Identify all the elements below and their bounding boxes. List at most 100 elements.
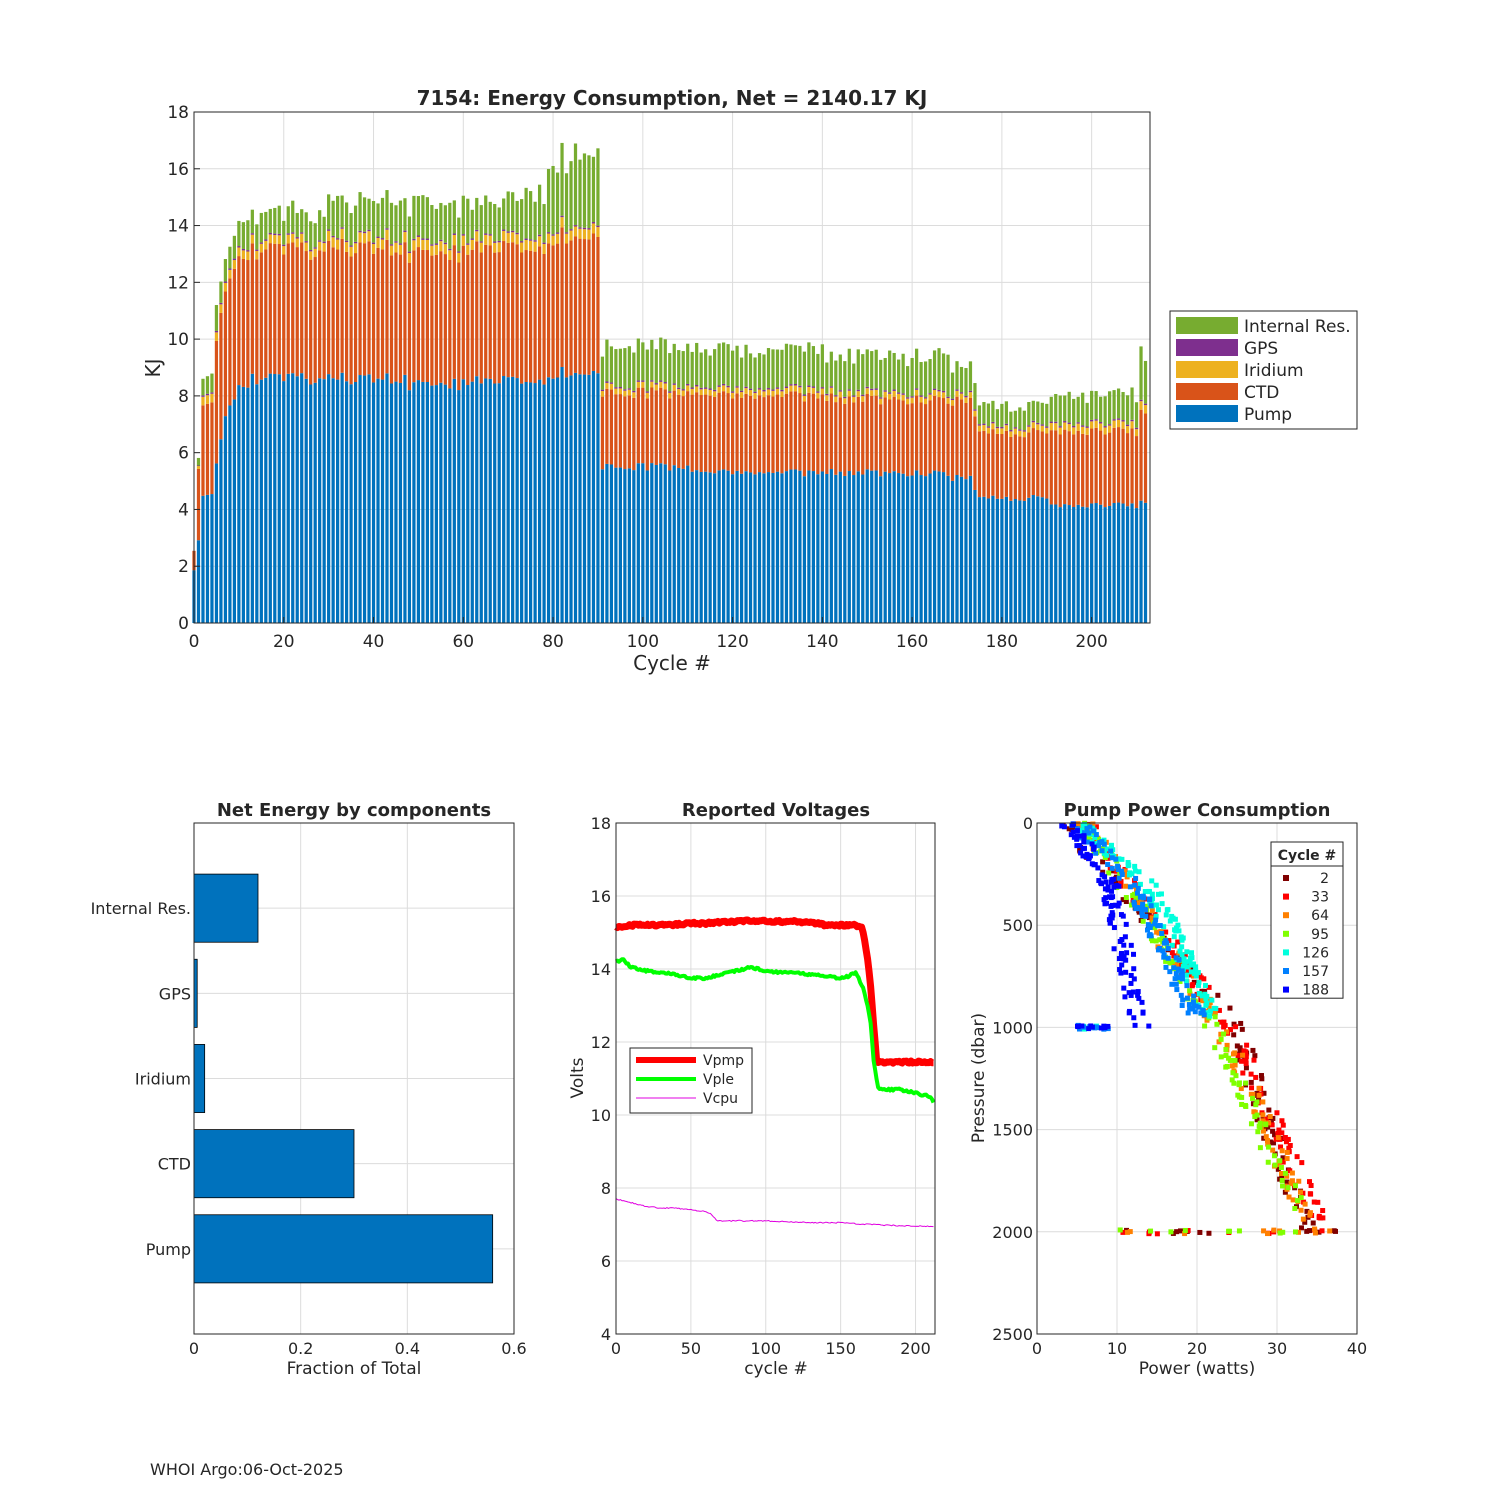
pump-power-point (1277, 1176, 1283, 1182)
pump-power-point (1275, 1130, 1281, 1136)
energy-bar-pump (237, 385, 241, 623)
energy-bar-ctd (654, 390, 658, 465)
energy-bar-iridium (686, 385, 690, 392)
energy-bar-iridium (533, 241, 537, 252)
energy-xtick-label: 0 (189, 632, 200, 652)
energy-bar-gps (228, 268, 232, 270)
pump-power-point (1136, 995, 1142, 1001)
footer-stamp: WHOI Argo:06-Oct-2025 (150, 1460, 344, 1479)
energy-bar-pump (596, 373, 600, 623)
pump-power-point (1146, 912, 1152, 918)
pump-power-point (1154, 1231, 1160, 1237)
energy-bar-pump (820, 471, 824, 623)
energy-bar-gps (977, 424, 982, 426)
energy-bar-ctd (1090, 428, 1094, 504)
pump-power-point (1116, 875, 1122, 881)
energy-bar-iridium (1134, 429, 1139, 437)
energy-bar-gps (313, 247, 317, 249)
energy-bar-ctd (1072, 434, 1076, 508)
energy-bar-ctd (371, 253, 376, 383)
pump-power-point (1267, 1139, 1273, 1145)
pump-power-point (1263, 1116, 1269, 1122)
pump-power-point (1274, 1110, 1280, 1116)
pump-power-point (1279, 1118, 1285, 1124)
energy-bar-gps (1063, 421, 1067, 423)
energy-bar-ctd (560, 227, 564, 367)
energy-bar-internal-res (1121, 392, 1125, 421)
energy-bar-iridium (349, 246, 353, 257)
energy-bar-iridium (336, 239, 340, 250)
energy-bar-internal-res (753, 357, 757, 392)
energy-bar-pump (457, 390, 461, 623)
pump-power-point (1059, 823, 1065, 829)
energy-bar-internal-res (461, 195, 465, 235)
energy-bar-iridium (497, 242, 501, 253)
energy-bar-iridium (1121, 421, 1125, 429)
energy-bar-gps (1125, 424, 1130, 427)
energy-bar-iridium (578, 228, 582, 239)
energy-bar-gps (340, 227, 344, 229)
energy-bar-internal-res (327, 194, 331, 230)
voltages-ytick-label: 18 (591, 814, 611, 833)
pump-power-point (1115, 867, 1121, 873)
pump-power-point (1236, 1228, 1242, 1234)
pump-power-point (1092, 862, 1098, 868)
energy-bar-pump (196, 540, 201, 623)
pump-power-point (1254, 1099, 1260, 1105)
energy-bar-iridium (353, 243, 358, 254)
pump-power-point (1167, 918, 1173, 924)
pump-power-point (1111, 946, 1117, 952)
energy-bar-ctd (358, 242, 362, 376)
energy-bar-ctd (1009, 436, 1013, 501)
energy-bar-internal-res (654, 349, 658, 384)
energy-bar-iridium (385, 229, 389, 240)
energy-bar-iridium (627, 389, 631, 396)
pump-power-point (1195, 982, 1201, 988)
energy-bar-iridium (1036, 424, 1040, 431)
energy-bar-ctd (448, 260, 452, 389)
energy-bar-iridium (466, 244, 470, 255)
energy-bar-iridium (995, 428, 1000, 434)
energy-bar-gps (780, 389, 784, 392)
energy-bar-pump (277, 374, 281, 623)
energy-bar-internal-res (380, 197, 385, 239)
energy-bar-ctd (362, 243, 367, 376)
pump-power-point (1160, 948, 1166, 954)
energy-bar-ctd (959, 399, 964, 477)
energy-bar-pump (995, 498, 1000, 623)
energy-bar-ctd (730, 398, 735, 475)
pump-power-point (1090, 828, 1096, 834)
energy-bar-gps (1103, 426, 1107, 428)
energy-bar-gps (439, 239, 443, 242)
energy-bar-internal-res (1063, 395, 1067, 422)
energy-bar-gps (735, 386, 739, 388)
energy-bar-ctd (870, 395, 874, 471)
energy-bar-ctd (762, 397, 766, 474)
energy-legend-label: Pump (1244, 405, 1292, 425)
energy-bar-gps (1081, 425, 1085, 427)
pump-power-point (1089, 1024, 1095, 1030)
energy-bar-ctd (677, 394, 681, 469)
energy-bar-iridium (1018, 430, 1022, 437)
pump-power-point (1223, 1064, 1229, 1070)
pump-power-point (1109, 877, 1115, 883)
energy-bar-ctd (906, 404, 910, 477)
pump-power-point (1143, 913, 1149, 919)
energy-bar-internal-res (277, 205, 281, 234)
pump-power-point (1294, 1154, 1300, 1160)
energy-bar-iridium (295, 238, 299, 248)
energy-bar-gps (932, 388, 937, 391)
energy-ytick-label: 14 (167, 217, 189, 237)
energy-bar-internal-res (1134, 402, 1139, 428)
energy-bar-internal-res (870, 351, 874, 389)
pump-power-point (1173, 955, 1179, 961)
energy-bar-gps (587, 228, 591, 230)
energy-bar-internal-res (888, 350, 892, 393)
pump-power-point (1108, 848, 1114, 854)
pump-power-point (1173, 981, 1179, 987)
pump-power-point (1238, 1086, 1244, 1092)
components-title: Net Energy by components (217, 800, 491, 821)
pump-power-point (1298, 1207, 1304, 1213)
energy-bar-ctd (1112, 427, 1116, 503)
pump-power-point (1105, 855, 1111, 861)
